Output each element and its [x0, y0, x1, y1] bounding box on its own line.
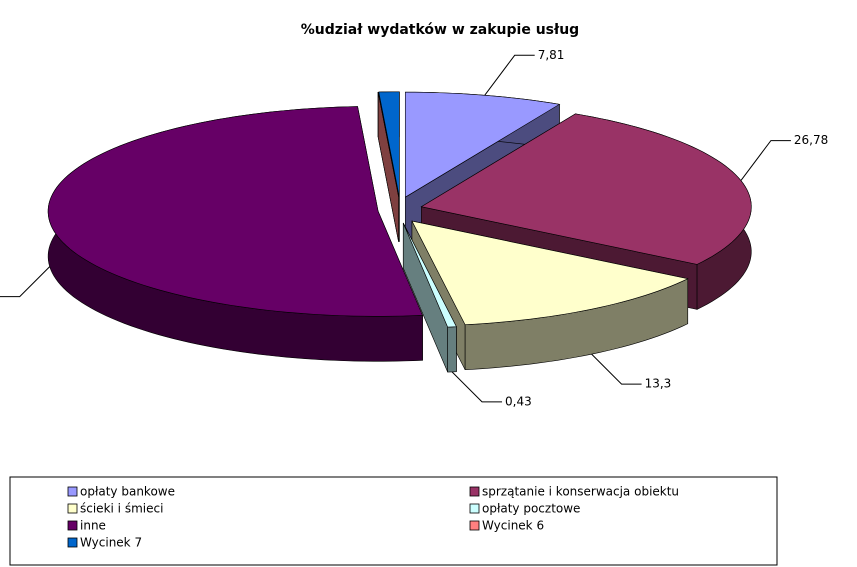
leader-line — [451, 371, 503, 403]
data-label: 13,3 — [645, 377, 672, 391]
slice-top — [404, 91, 561, 198]
legend-label: Wycinek 6 — [482, 519, 544, 533]
chart-title: %udział wydatków w zakupie usług — [301, 22, 579, 38]
slice — [402, 222, 457, 373]
legend-label: inne — [80, 519, 106, 533]
legend-label: sprzątanie i konserwacja obiektu — [482, 485, 679, 499]
slice-edge — [447, 326, 457, 373]
data-label: 0,43 — [505, 394, 532, 408]
leader-line — [0, 266, 51, 298]
slice-top — [411, 220, 689, 326]
slice-top — [378, 91, 400, 197]
data-label: 7,81 — [538, 48, 565, 62]
legend-label: Wycinek 7 — [80, 536, 142, 550]
legend-swatch — [67, 486, 78, 497]
slice-top — [402, 222, 457, 328]
legend-swatch — [469, 520, 480, 531]
slice-top — [47, 106, 423, 317]
legend-label: opłaty bankowe — [80, 485, 175, 499]
slice — [377, 91, 399, 242]
leader-line — [740, 140, 791, 181]
leader-line — [591, 353, 642, 385]
legend-swatch — [469, 486, 480, 497]
legend-label: ścieki i śmieci — [80, 502, 163, 516]
slice-top — [420, 113, 752, 265]
legend-swatch — [67, 520, 78, 531]
slice — [404, 91, 561, 243]
legend-swatch — [67, 537, 78, 548]
legend-swatch — [67, 503, 78, 514]
data-label: 26,78 — [794, 133, 828, 147]
legend-swatch — [469, 503, 480, 514]
leader-line — [484, 54, 535, 96]
legend-label: opłaty pocztowe — [482, 502, 580, 516]
legend-box — [9, 476, 778, 566]
slice — [47, 106, 423, 362]
